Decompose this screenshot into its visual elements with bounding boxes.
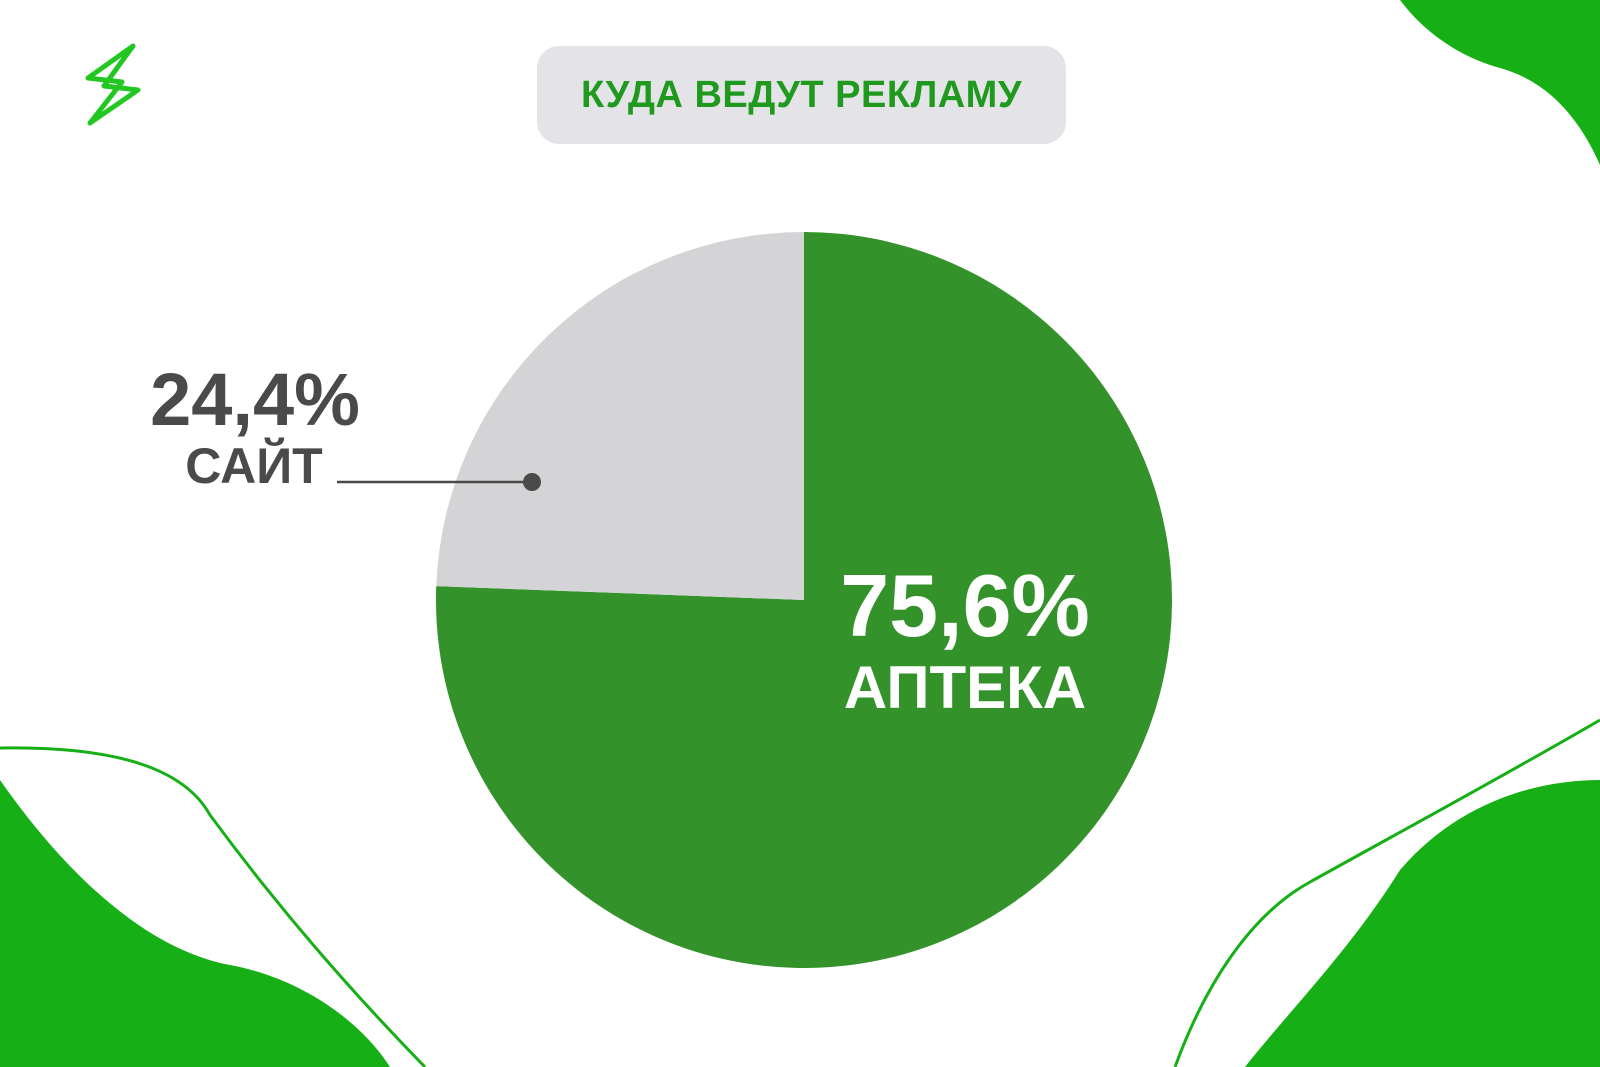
pie-chart <box>436 232 1172 968</box>
pharmacy-value-label: 75,6% <box>840 556 1090 655</box>
top-right-blob <box>1400 0 1600 165</box>
bottom-left-blob <box>0 780 390 1067</box>
bottom-left-outline <box>0 746 427 1067</box>
title-pill: КУДА ВЕДУТ РЕКЛАМУ <box>537 46 1066 144</box>
logo <box>85 43 141 126</box>
pharmacy-callout: 75,6% АПТЕКА <box>840 556 1090 721</box>
bottom-right-outline <box>1173 718 1600 1067</box>
page-title: КУДА ВЕДУТ РЕКЛАМУ <box>581 73 1022 116</box>
bottom-right-blob <box>1245 780 1600 1067</box>
pie-slice-sait <box>436 232 804 600</box>
site-category-label: САЙТ <box>185 437 322 494</box>
lightning-bolt-icon <box>85 43 141 126</box>
site-callout: 24,4% САЙТ <box>150 358 541 494</box>
site-leader-dot <box>523 473 541 491</box>
pharmacy-category-label: АПТЕКА <box>844 654 1086 721</box>
site-value-label: 24,4% <box>150 358 360 441</box>
